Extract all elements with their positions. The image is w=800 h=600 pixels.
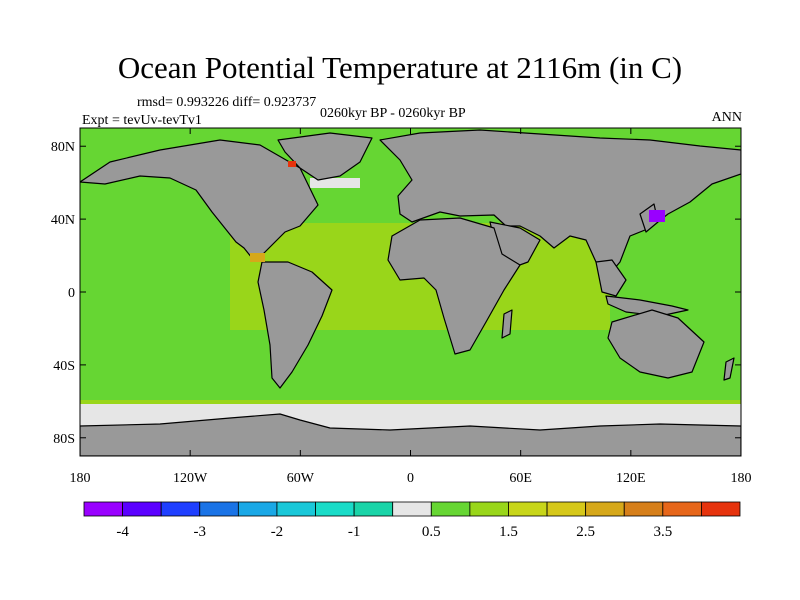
x-tick-label: 0 — [407, 471, 414, 486]
x-tick-label: 120E — [616, 471, 646, 486]
land-new-zealand — [723, 357, 735, 381]
y-tick-label: 80S — [53, 432, 75, 447]
map-axes: 180 120W 60W 0 60E 120E 180 80N 40N 0 40S 80S — [51, 128, 752, 486]
x-tick-label: 60W — [287, 471, 315, 486]
land-australia — [607, 309, 705, 379]
y-tick-label: 80N — [51, 140, 75, 155]
colorbar-label: -4 — [116, 524, 129, 540]
colorbar-label: -3 — [194, 524, 207, 540]
colorbar-swatch — [199, 501, 239, 517]
map-panel — [80, 128, 741, 456]
y-tick-label: 0 — [68, 286, 75, 301]
colorbar-label: -2 — [271, 524, 284, 540]
colorbar-label: -1 — [348, 524, 361, 540]
colorbar-swatch — [237, 501, 278, 517]
x-tick-label: 180 — [731, 471, 752, 486]
colorbar-swatch — [623, 501, 664, 517]
colorbar: -4 -3 -2 -1 0.5 1.5 2.5 3.5 — [83, 501, 741, 540]
ocean-band-east-pacific — [80, 223, 230, 330]
colorbar-swatch — [276, 501, 316, 517]
land-antarctica — [80, 413, 741, 456]
season-label: ANN — [711, 110, 742, 125]
colorbar-swatch — [585, 501, 625, 517]
colorbar-swatch — [469, 501, 509, 517]
land-southeast-asia — [595, 259, 627, 297]
anomaly-caribbean — [250, 253, 265, 262]
land-madagascar — [501, 309, 513, 339]
y-tick-label: 40N — [51, 213, 75, 228]
colorbar-swatch — [430, 501, 471, 517]
colorbar-swatch — [662, 501, 702, 517]
period-label: 0260kyr BP - 0260kyr BP — [320, 106, 466, 121]
anomaly-japan-sea — [649, 210, 665, 222]
continents — [80, 129, 741, 456]
colorbar-swatch — [315, 501, 355, 517]
colorbar-swatch — [122, 501, 162, 517]
anomaly-arctic — [288, 161, 296, 167]
y-tick-label: 40S — [53, 359, 75, 374]
x-tick-label: 60E — [509, 471, 532, 486]
colorbar-swatch — [83, 501, 123, 517]
land-africa — [387, 217, 521, 355]
x-tick-label: 120W — [173, 471, 208, 486]
land-greenland — [277, 132, 373, 181]
arctic-ice-patch — [310, 178, 360, 188]
colorbar-swatch — [353, 501, 394, 517]
land-indonesia — [605, 295, 689, 317]
experiment-label: Expt = tevUv-tevTv1 — [82, 113, 202, 128]
colorbar-label: 2.5 — [576, 524, 595, 540]
colorbar-swatch — [546, 501, 587, 517]
colorbar-swatch — [392, 501, 432, 517]
colorbar-swatch — [160, 501, 201, 517]
land-south-america — [257, 261, 333, 389]
colorbar-swatch — [701, 501, 741, 517]
stats-label: rmsd= 0.993226 diff= 0.923737 — [137, 95, 317, 110]
ocean-band-west-pacific — [610, 223, 741, 330]
colorbar-label: 1.5 — [499, 524, 518, 540]
x-tick-label: 180 — [70, 471, 91, 486]
colorbar-label: 3.5 — [653, 524, 672, 540]
colorbar-label: 0.5 — [422, 524, 441, 540]
map-title: Ocean Potential Temperature at 2116m (in… — [117, 50, 683, 85]
colorbar-swatch — [508, 501, 548, 517]
